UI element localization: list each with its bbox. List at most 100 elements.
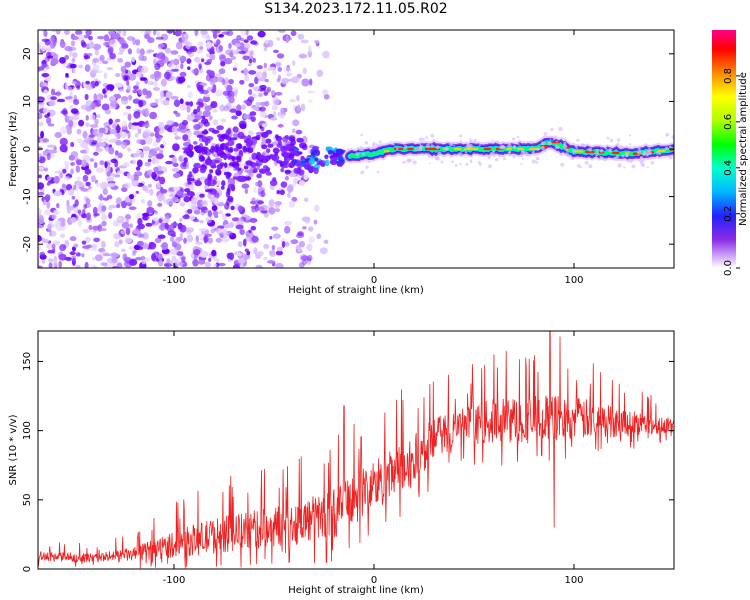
- noise-blob: [46, 51, 52, 58]
- noise-blob: [69, 104, 74, 110]
- noise-blob: [606, 136, 610, 140]
- noise-blob: [43, 209, 52, 216]
- noise-blob: [70, 168, 74, 175]
- noise-blob: [281, 151, 288, 158]
- noise-blob: [230, 137, 238, 141]
- noise-blob: [88, 41, 95, 49]
- noise-blob: [228, 79, 235, 85]
- noise-blob: [619, 145, 623, 149]
- noise-blob: [307, 226, 314, 232]
- noise-blob: [361, 170, 365, 174]
- noise-blob: [43, 167, 49, 172]
- noise-blob: [76, 181, 85, 187]
- noise-blob: [94, 254, 103, 262]
- noise-blob: [193, 108, 198, 115]
- noise-blob: [323, 239, 329, 244]
- noise-blob: [99, 160, 105, 166]
- noise-blob: [121, 120, 128, 128]
- noise-blob: [135, 166, 141, 171]
- noise-blob: [276, 190, 281, 195]
- noise-blob: [182, 134, 189, 142]
- noise-blob: [50, 260, 58, 268]
- noise-blob: [74, 207, 79, 214]
- x-tick-label: -100: [163, 275, 186, 286]
- noise-blob: [191, 45, 198, 53]
- noise-blob: [137, 240, 144, 247]
- noise-blob: [50, 57, 59, 65]
- noise-blob: [121, 97, 129, 105]
- noise-blob: [65, 73, 69, 77]
- noise-blob: [85, 115, 89, 121]
- noise-blob: [298, 53, 307, 59]
- noise-blob: [99, 193, 103, 201]
- noise-blob: [39, 251, 46, 257]
- noise-blob: [313, 167, 319, 175]
- noise-blob: [152, 147, 161, 152]
- noise-blob: [616, 142, 620, 146]
- noise-blob: [179, 217, 183, 223]
- noise-blob: [216, 39, 221, 46]
- noise-blob: [477, 160, 481, 164]
- noise-blob: [142, 123, 151, 128]
- noise-blob: [628, 134, 632, 137]
- noise-blob: [51, 30, 60, 33]
- noise-blob: [106, 177, 114, 182]
- noise-blob: [96, 131, 104, 139]
- noise-blob: [47, 224, 52, 231]
- noise-blob: [235, 110, 242, 117]
- snr-x-axis-label: Height of straight line (km): [288, 585, 424, 596]
- noise-blob: [89, 248, 98, 252]
- noise-blob: [314, 40, 320, 44]
- noise-blob: [39, 80, 44, 89]
- noise-blob: [88, 35, 93, 41]
- noise-blob: [79, 141, 88, 149]
- noise-blob: [277, 67, 283, 72]
- noise-blob: [197, 84, 204, 92]
- noise-blob: [211, 249, 217, 257]
- noise-blob: [66, 115, 74, 122]
- noise-blob: [129, 223, 133, 229]
- noise-blob: [153, 70, 161, 78]
- noise-blob: [255, 101, 261, 107]
- noise-blob: [101, 214, 108, 221]
- noise-blob: [88, 224, 93, 231]
- noise-blob: [640, 156, 643, 159]
- noise-blob: [177, 222, 183, 230]
- noise-blob: [131, 56, 136, 63]
- noise-blob: [318, 160, 327, 165]
- noise-blob: [254, 76, 259, 85]
- noise-blob: [297, 169, 305, 176]
- y-tick-label: -10: [22, 188, 33, 204]
- noise-blob: [143, 151, 148, 155]
- noise-blob: [470, 160, 473, 164]
- noise-blob: [60, 126, 67, 134]
- noise-blob: [38, 191, 45, 196]
- noise-blob: [173, 110, 178, 115]
- noise-blob: [140, 77, 148, 81]
- noise-blob: [246, 141, 252, 148]
- noise-blob: [198, 233, 204, 238]
- noise-blob: [186, 114, 195, 122]
- noise-blob: [38, 212, 42, 218]
- noise-blob: [467, 144, 470, 147]
- noise-blob: [265, 138, 272, 144]
- noise-blob: [46, 117, 52, 125]
- noise-blob: [147, 80, 153, 85]
- noise-blob: [158, 121, 165, 130]
- noise-blob: [101, 143, 107, 147]
- noise-blob: [531, 159, 536, 164]
- noise-blob: [404, 145, 408, 149]
- noise-blob: [91, 257, 96, 261]
- noise-blob: [247, 96, 255, 103]
- noise-blob: [572, 148, 577, 153]
- noise-blob: [186, 105, 191, 113]
- noise-blob: [257, 30, 266, 38]
- noise-blob: [139, 233, 145, 238]
- noise-blob: [85, 198, 91, 205]
- noise-blob: [241, 183, 250, 189]
- noise-blob: [38, 265, 43, 268]
- noise-blob: [298, 240, 305, 248]
- noise-blob: [274, 151, 279, 156]
- noise-blob: [207, 180, 212, 187]
- noise-blob: [183, 196, 191, 203]
